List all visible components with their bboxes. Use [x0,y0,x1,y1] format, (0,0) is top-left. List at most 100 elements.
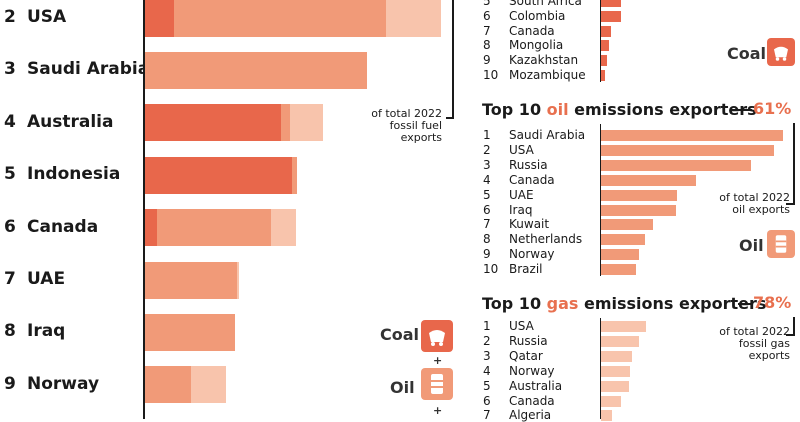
bar-gas [271,209,296,247]
row-rank: 2 [4,7,16,27]
row-country: UAE [27,269,66,289]
panel-rank: 4 [483,363,491,378]
panel-country: UAE [509,187,534,202]
panel-country: South Africa [509,0,582,8]
gas-note-line: exports [748,349,790,362]
oil-title-pre: Top 10 [482,100,547,119]
row-rank: 5 [4,164,16,185]
oil-panel-icon [767,230,795,258]
main-bracket [452,0,454,118]
coal-panel-axis [600,0,601,82]
panel-country: Algeria [509,408,552,422]
panel-country: Brazil [509,262,543,277]
row-rank: 4 [4,111,16,132]
panel-country: Russia [509,157,548,172]
panel-rank: 6 [483,202,491,217]
panel-bar [601,380,629,392]
panel-rank: 7 [483,217,491,232]
legend-oil-label: Oil [390,378,415,397]
panel-country: Norway [509,363,555,378]
panel-bar [601,204,676,216]
panel-country: Kuwait [509,217,550,232]
panel-rank: 8 [483,38,491,53]
gas-bracket-tick [786,334,795,336]
gas-title-bold: gas [546,294,579,313]
panel-country: USA [509,142,534,157]
panel-country: Mozambique [509,68,586,82]
row-country: Canada [27,216,99,237]
oil-title-bold: oil [546,100,569,119]
oil-note-line: of total 2022 [719,191,790,204]
panel-country: Kazakhstan [509,53,579,68]
panel-bar [601,55,607,67]
row-country: Indonesia [27,164,121,185]
row-rank: 7 [4,269,16,289]
legend-plus: + [433,354,443,367]
panel-rank: 1 [483,128,491,142]
panel-country: Australia [509,378,563,393]
panel-rank: 10 [483,262,499,277]
bar-coal [145,104,281,142]
oil-panel-note: of total 2022 oil exports [706,192,790,216]
gas-panel-axis [600,318,601,419]
oil-bracket [793,123,795,204]
row-country: Norway [27,373,100,394]
gas-bracket [793,317,795,335]
oil-note-line: oil exports [732,203,790,216]
panel-rank: 6 [483,393,491,408]
panel-bar [601,410,612,422]
panel-rank: 6 [483,8,491,23]
panel-rank: 7 [483,408,491,422]
row-rank: 3 [4,59,16,80]
bar-oil [145,51,367,89]
legend-coal-label: Coal [380,325,420,344]
oil-title-post: emissions exporters [568,100,757,119]
legend-oil-icon [421,368,453,400]
panel-country: USA [509,319,534,333]
panel-bar [601,144,774,156]
panel-country: Canada [509,172,555,187]
row-country: Iraq [27,321,66,342]
bar-gas [191,366,226,404]
panel-bar [601,395,621,407]
panel-bar [601,10,621,22]
panel-bar [601,0,621,7]
legend-plus: + [433,404,443,417]
bar-coal [145,0,174,37]
panel-country: Iraq [509,202,533,217]
panel-bar [601,365,630,377]
bar-oil [157,209,271,247]
oil-panel-axis [600,124,601,276]
panel-bar [601,335,639,347]
main-note-line: exports [400,131,442,144]
oil-title-rule [732,109,752,111]
main-bracket-tick [446,117,454,119]
oil-panel-title: Top 10 oil emissions exporters [482,100,757,119]
coal-panel-icon [767,38,795,66]
bar-gas [386,0,441,37]
panel-bar [601,264,636,276]
panel-rank: 5 [483,187,491,202]
panel-bar [601,219,653,231]
panel-country: Canada [509,23,555,38]
row-rank: 6 [4,216,16,237]
main-note-line: of total 2022 [371,107,442,120]
panel-rank: 3 [483,348,491,363]
panel-rank: 3 [483,157,491,172]
panel-rank: 10 [483,68,499,82]
panel-rank: 9 [483,53,491,68]
gas-note-line: fossil gas [738,337,790,350]
bar-oil [174,0,386,37]
row-country: USA [27,7,67,27]
bar-oil [145,313,235,351]
gas-note-line: of total 2022 [719,325,790,338]
panel-country: Russia [509,333,548,348]
panel-country: Mongolia [509,38,564,53]
panel-rank: 2 [483,142,491,157]
panel-bar [601,40,609,52]
gas-title-pre: Top 10 [482,294,547,313]
oil-bracket-tick [786,203,795,205]
bar-gas [237,261,239,299]
panel-bar [601,70,605,81]
panel-country: Netherlands [509,232,583,247]
